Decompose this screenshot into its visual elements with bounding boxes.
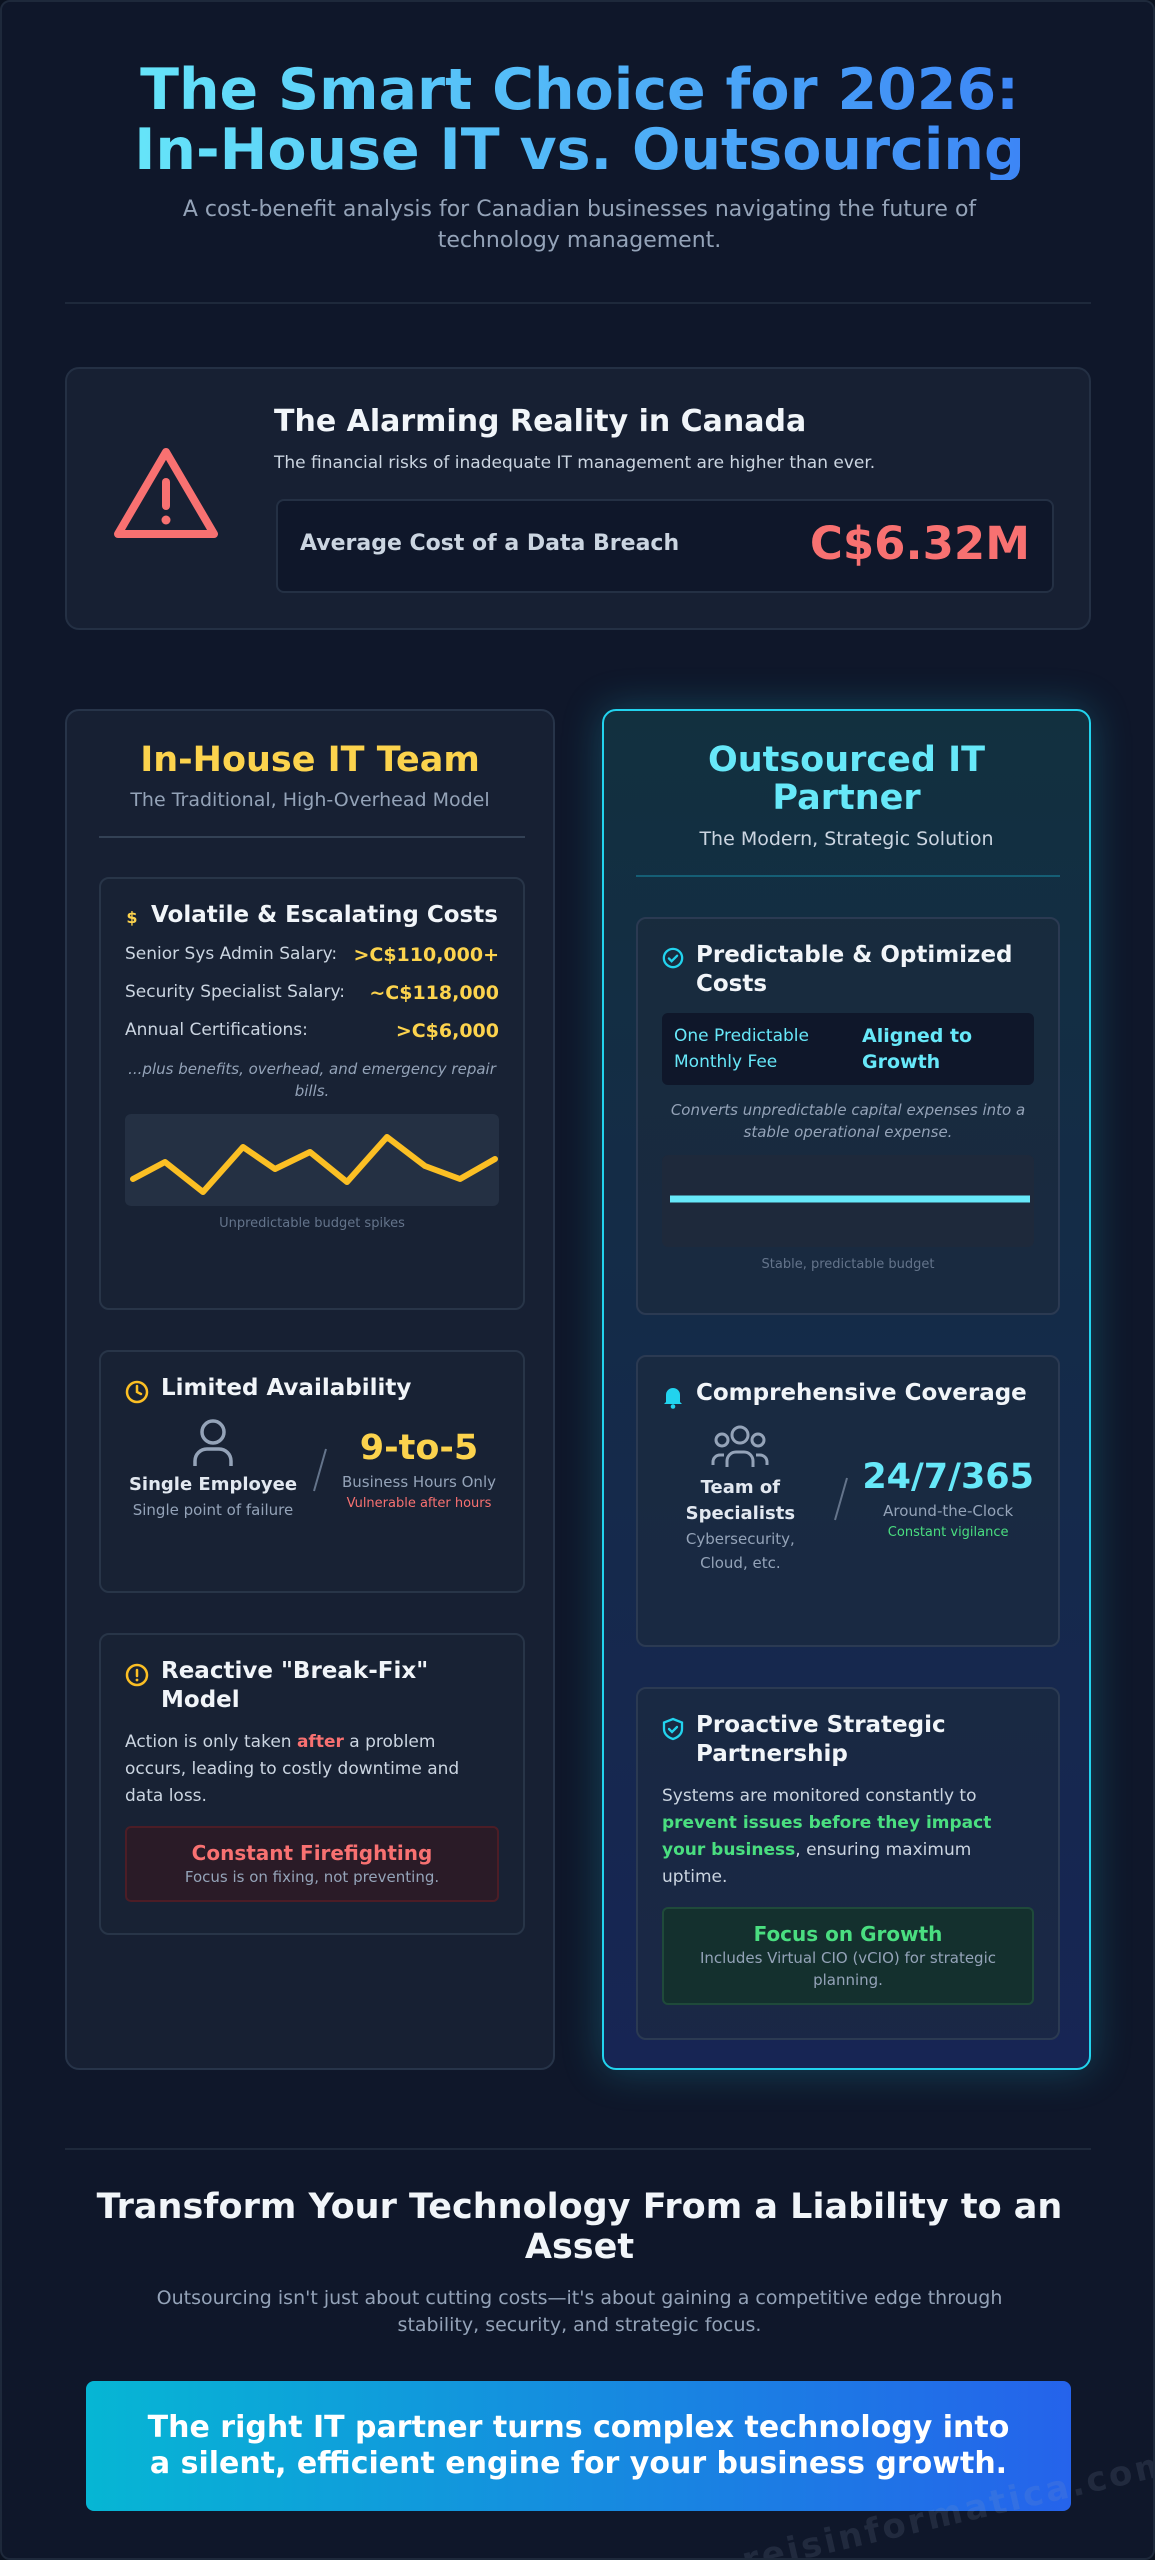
chart-caption: Unpredictable budget spikes [219, 1216, 405, 1231]
hours-block: 9-to-5 Business Hours Only Vulnerable afte… [342, 1426, 496, 1514]
clock-icon [125, 1380, 149, 1404]
cost-value: >C$6,000 [395, 1020, 499, 1042]
cta-text: The right IT partner turns complex techn… [147, 2410, 1010, 2481]
availability-compare: Single Employee Single point of failure 9… [125, 1418, 499, 1522]
dollar-icon: $ [126, 908, 137, 927]
column-title: Outsourced IT Partner [707, 740, 986, 818]
alert-title: The Alarming Reality in Canada [274, 404, 807, 439]
alert-icon [125, 1663, 149, 1687]
callout-title: Constant Firefighting [191, 1841, 433, 1865]
coverage-compare: Team of Specialists Cybersecurity, Cloud,… [662, 1423, 1034, 1575]
staff-label: Team of Specialists [685, 1477, 796, 1524]
callout-text: Focus is on fixing, not preventing. [184, 1868, 440, 1886]
cost-label: Senior Sys Admin Salary: [125, 944, 338, 964]
cost-value: ~C$118,000 [369, 982, 499, 1004]
partnership-text: Systems are monitored constantly to prev… [662, 1783, 1034, 1891]
subtitle: A cost-benefit analysis for Canadian bus… [182, 197, 977, 253]
sparkline-box [125, 1114, 499, 1206]
sparkline [670, 1195, 1030, 1203]
fee-box: One Predictable Monthly Fee Aligned to Gr… [662, 1013, 1034, 1085]
in-house-column: In-House IT Team The Traditional, High-O… [65, 709, 555, 2070]
fee-value: Aligned to Growth [862, 1025, 973, 1073]
costs-card: $ Volatile & Escalating Costs Senior Sys … [99, 877, 525, 1310]
stat-label: Average Cost of a Data Breach [300, 531, 680, 556]
card-title: Predictable & Optimized Costs [696, 942, 1013, 997]
shield-icon [662, 1717, 684, 1741]
hours-note: Around-the-Clock [883, 1502, 1014, 1520]
slash [833, 1477, 848, 1521]
footer-title: Transform Your Technology From a Liabili… [96, 2187, 1063, 2267]
model-text: Action is only taken after a problem occ… [125, 1729, 499, 1810]
model-card: Reactive "Break-Fix" Model Action is onl… [99, 1633, 525, 1935]
warning-icon [114, 448, 218, 538]
hours-highlight: Constant vigilance [887, 1525, 1009, 1540]
callout-title: Focus on Growth [753, 1922, 943, 1946]
slash [313, 1448, 327, 1492]
card-title: Limited Availability [161, 1375, 412, 1401]
card-title: Comprehensive Coverage [696, 1380, 1027, 1406]
alert-description: The financial risks of inadequate IT man… [274, 453, 876, 473]
column-subtitle: The Modern, Strategic Solution [699, 828, 994, 850]
sparkline-box [662, 1155, 1034, 1247]
text-part: , ensuring maximum uptime. [662, 1840, 972, 1887]
text-emphasis: after [296, 1732, 344, 1752]
card-title: Proactive Strategic Partnership [696, 1712, 946, 1767]
hours-value: 24/7/365 [862, 1457, 1034, 1497]
user-icon [193, 1419, 233, 1466]
availability-card: Limited Availability Single Employee Sing… [99, 1350, 525, 1593]
cost-label: Security Specialist Salary: [125, 982, 346, 1002]
text-part: Systems are monitored constantly to [662, 1786, 977, 1806]
callout: Focus on Growth Includes Virtual CIO (vCI… [662, 1907, 1034, 2005]
text-part: a problem occurs, leading to costly down… [125, 1732, 460, 1806]
bell-icon [664, 1388, 682, 1409]
divider [636, 875, 1060, 877]
column-title: In-House IT Team [140, 740, 480, 780]
column-subtitle: The Traditional, High-Overhead Model [130, 789, 490, 811]
cost-row: Senior Sys Admin Salary: >C$110,000+ [125, 944, 499, 966]
text-emphasis: prevent issues before they impact your b… [662, 1813, 992, 1860]
stat-box: Average Cost of a Data Breach C$6.32M [276, 499, 1054, 593]
card-title: Reactive "Break-Fix" Model [161, 1658, 429, 1713]
divider [99, 836, 525, 838]
divider [65, 2148, 1091, 2150]
sparkline [130, 1134, 498, 1195]
cost-row: Security Specialist Salary: ~C$118,000 [125, 982, 499, 1004]
divider [65, 302, 1091, 304]
costs-card: Predictable & Optimized Costs One Predic… [636, 917, 1060, 1315]
hours-block: 24/7/365 Around-the-Clock Constant vigilan… [862, 1455, 1034, 1543]
footer-text: Outsourcing isn't just about cutting cos… [156, 2287, 1003, 2336]
callout-text: Includes Virtual CIO (vCIO) for strategi… [700, 1949, 996, 1989]
staff-label: Single Employee [128, 1474, 298, 1495]
staff-note: Cybersecurity, Cloud, etc. [685, 1530, 795, 1572]
check-icon [662, 947, 684, 969]
cost-row: Annual Certifications: >C$6,000 [125, 1020, 499, 1042]
staff-block: Team of Specialists Cybersecurity, Cloud,… [662, 1423, 819, 1575]
hours-value: 9-to-5 [359, 1428, 479, 1468]
chart-caption: Stable, predictable budget [761, 1257, 935, 1272]
team-icon [711, 1425, 769, 1467]
hours-warning: Vulnerable after hours [346, 1496, 492, 1511]
cost-note: Converts unpredictable capital expenses … [670, 1101, 1026, 1141]
fee-label: One Predictable Monthly Fee [674, 1026, 809, 1072]
card-title: Volatile & Escalating Costs [151, 902, 498, 928]
callout: Constant Firefighting Focus is on fixing,… [125, 1826, 499, 1902]
hours-note: Business Hours Only [342, 1473, 496, 1491]
stat-value: C$6.32M [809, 517, 1030, 570]
outsourced-column: Outsourced IT Partner The Modern, Strate… [602, 709, 1091, 2070]
partnership-card: Proactive Strategic Partnership Systems … [636, 1687, 1060, 2040]
alert-panel: The Alarming Reality in Canada The finan… [65, 367, 1091, 630]
cta-banner: The right IT partner turns complex techn… [86, 2381, 1071, 2511]
coverage-card: Comprehensive Coverage Team of Specialis… [636, 1355, 1060, 1647]
staff-block: Single Employee Single point of failure [128, 1418, 298, 1522]
cost-note: ...plus benefits, overhead, and emergenc… [128, 1060, 496, 1100]
title: The Smart Choice for 2026: In-House IT v… [102, 60, 1057, 180]
cost-value: >C$110,000+ [353, 944, 499, 966]
svg-text:$: $ [126, 908, 137, 927]
text-part: Action is only taken [125, 1732, 297, 1752]
cost-label: Annual Certifications: [125, 1020, 308, 1040]
staff-note: Single point of failure [132, 1501, 294, 1519]
